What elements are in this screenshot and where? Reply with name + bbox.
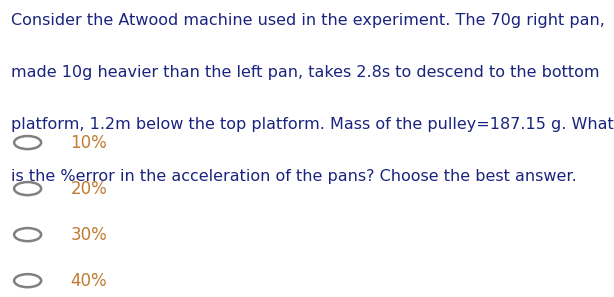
Text: made 10g heavier than the left pan, takes 2.8s to descend to the bottom: made 10g heavier than the left pan, take…: [11, 65, 599, 80]
Text: 20%: 20%: [71, 180, 107, 198]
Text: 30%: 30%: [71, 226, 107, 244]
Text: 10%: 10%: [71, 134, 107, 151]
Text: 40%: 40%: [71, 272, 107, 290]
Text: Consider the Atwood machine used in the experiment. The 70g right pan,: Consider the Atwood machine used in the …: [11, 13, 605, 29]
Text: platform, 1.2m below the top platform. Mass of the pulley=187.15 g. What: platform, 1.2m below the top platform. M…: [11, 117, 614, 132]
Text: is the %error in the acceleration of the pans? Choose the best answer.: is the %error in the acceleration of the…: [11, 169, 577, 184]
